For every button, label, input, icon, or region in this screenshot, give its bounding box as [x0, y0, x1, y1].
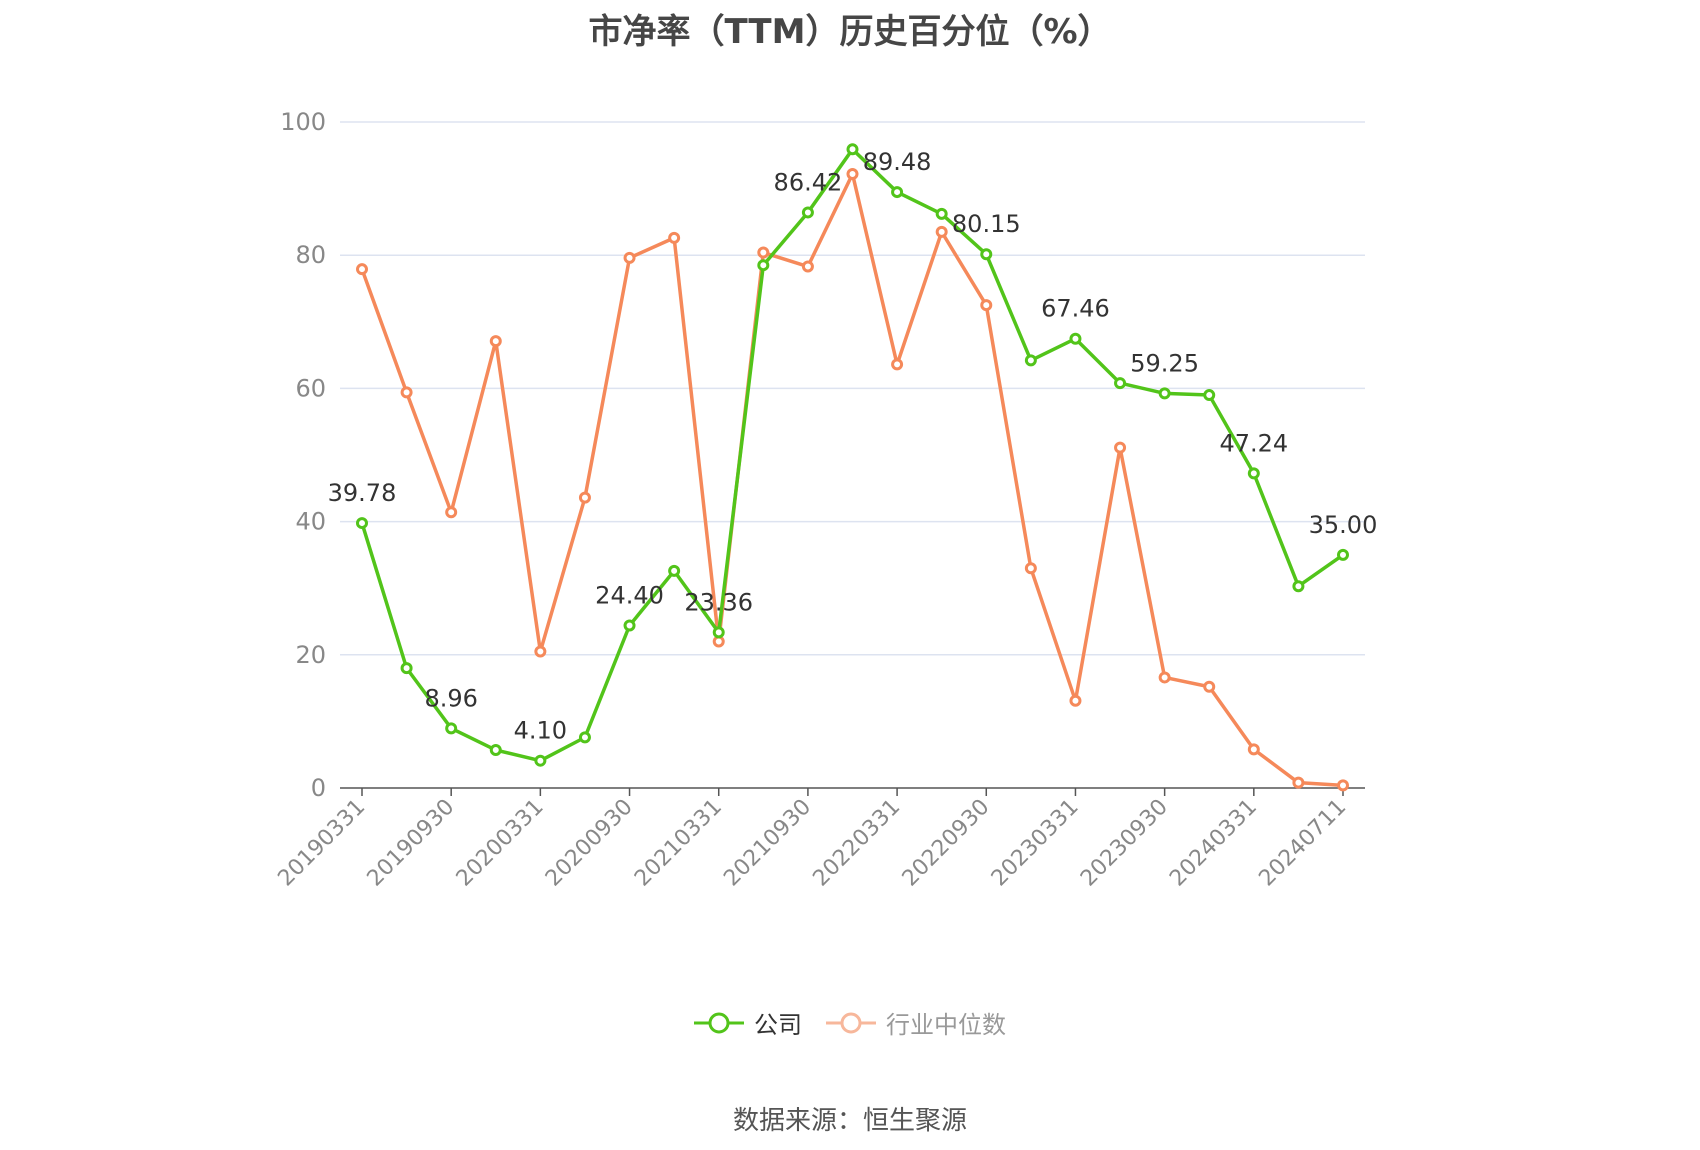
- data-point-1: [445, 506, 458, 519]
- series-line-1: [360, 172, 1344, 788]
- x-tick-label: 20210930: [719, 795, 816, 892]
- data-point-0: [534, 754, 547, 767]
- series-lines: [356, 143, 1349, 792]
- x-tick-label: 20240331: [1165, 795, 1262, 892]
- y-axis-tick-labels: 0 20 40 60 80 100: [280, 108, 326, 802]
- legend-label-company: 公司: [754, 1011, 802, 1039]
- data-point-0: [1114, 377, 1127, 390]
- data-point-0: [356, 517, 368, 530]
- x-tick-label: 20190331: [273, 795, 370, 892]
- data-point-1: [1024, 562, 1037, 575]
- data-point-0: [801, 206, 814, 219]
- data-label: 59.25: [1130, 349, 1199, 377]
- x-tick-label: 20240711: [1254, 795, 1351, 892]
- data-point-0: [757, 259, 770, 272]
- data-point-0: [1247, 467, 1260, 480]
- data-point-0: [891, 186, 904, 199]
- data-point-0: [935, 207, 948, 220]
- series-line-0: [360, 147, 1345, 763]
- legend-line-circle-icon: [826, 1012, 876, 1033]
- data-point-0: [1158, 387, 1171, 400]
- data-point-1: [356, 263, 368, 276]
- data-point-1: [489, 335, 502, 348]
- data-label: 4.10: [514, 717, 567, 745]
- data-point-0: [489, 744, 502, 757]
- data-point-0: [846, 143, 859, 156]
- x-tick-label: 20200331: [452, 795, 549, 892]
- data-point-1: [1337, 779, 1349, 792]
- data-point-0: [1024, 354, 1037, 367]
- y-tick-label: 100: [280, 108, 326, 136]
- data-point-0: [400, 662, 413, 675]
- data-label: 89.48: [863, 148, 932, 176]
- data-label: 67.46: [1041, 295, 1110, 323]
- y-tick-label: 0: [311, 774, 326, 802]
- data-label: 86.42: [774, 168, 843, 196]
- x-tick-label: 20190930: [363, 795, 460, 892]
- data-label: 35.00: [1309, 511, 1378, 539]
- data-point-0: [1292, 580, 1305, 593]
- data-point-0: [1203, 389, 1216, 402]
- data-point-1: [891, 358, 904, 371]
- data-point-1: [623, 251, 636, 264]
- data-point-0: [668, 564, 681, 577]
- legend: 公司 行业中位数: [0, 1005, 1700, 1040]
- x-tick-label: 20210331: [630, 795, 727, 892]
- data-point-1: [668, 231, 681, 244]
- legend-item-industry-median[interactable]: 行业中位数: [826, 1005, 1006, 1040]
- y-tick-label: 20: [295, 641, 326, 669]
- data-point-1: [1114, 441, 1127, 454]
- data-point-1: [980, 299, 993, 312]
- data-point-1: [757, 246, 770, 259]
- data-label: 39.78: [328, 479, 397, 507]
- data-point-0: [623, 619, 636, 632]
- x-axis: [340, 787, 1365, 796]
- data-point-1: [1247, 743, 1260, 756]
- data-label: 80.15: [952, 210, 1021, 238]
- data-point-1: [1292, 776, 1305, 789]
- data-label: 23.36: [684, 588, 753, 616]
- data-point-0: [1337, 548, 1349, 561]
- x-tick-label: 20220930: [898, 795, 995, 892]
- x-tick-label: 20220331: [808, 795, 905, 892]
- data-point-1: [1069, 694, 1082, 707]
- data-labels: 39.78 8.96 4.10 24.40 23.36 86.42 89.48 80.15 67…: [328, 148, 1378, 745]
- data-label: 47.24: [1219, 429, 1288, 457]
- x-tick-label: 20230331: [987, 795, 1084, 892]
- legend-line-circle-icon: [694, 1012, 744, 1033]
- y-tick-label: 80: [295, 241, 326, 269]
- legend-label-industry-median: 行业中位数: [886, 1011, 1006, 1039]
- data-point-1: [578, 491, 591, 504]
- data-label: 24.40: [595, 581, 664, 609]
- grid-lines: [340, 121, 1365, 656]
- data-point-1: [935, 225, 948, 238]
- data-point-1: [1203, 680, 1216, 693]
- data-point-1: [400, 386, 413, 399]
- data-point-1: [846, 167, 859, 180]
- data-point-0: [445, 722, 458, 735]
- data-point-1: [801, 260, 814, 273]
- data-point-1: [1158, 671, 1171, 684]
- data-point-0: [712, 626, 725, 639]
- y-tick-label: 40: [295, 508, 326, 536]
- x-axis-tick-labels: 2019033120190930202003312020093020210331…: [273, 795, 1351, 892]
- x-tick-label: 20230930: [1076, 795, 1173, 892]
- data-source: 数据来源：恒生聚源: [732, 1106, 967, 1136]
- data-point-1: [534, 645, 547, 658]
- y-tick-label: 60: [295, 374, 326, 402]
- chart-title: 市净率（TTM）历史百分位（%）: [588, 12, 1112, 52]
- data-point-0: [1069, 332, 1082, 345]
- data-point-0: [578, 731, 591, 744]
- legend-item-company[interactable]: 公司: [694, 1005, 802, 1040]
- data-point-0: [980, 248, 993, 261]
- x-tick-label: 20200930: [541, 795, 638, 892]
- data-label: 8.96: [424, 684, 477, 712]
